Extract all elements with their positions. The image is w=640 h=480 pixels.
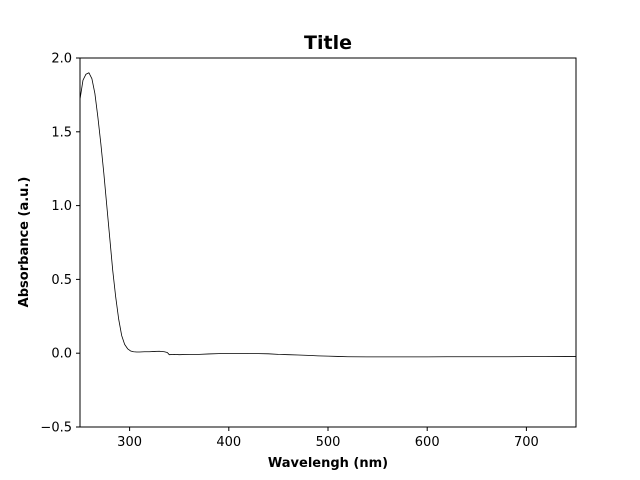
y-axis-label: Absorbance (a.u.) <box>17 177 32 308</box>
y-tick-label: 0.0 <box>51 347 72 362</box>
x-tick-label: 700 <box>514 435 539 450</box>
plot-area <box>79 72 576 358</box>
axes-frame <box>79 57 577 428</box>
y-tick-label: 0.5 <box>51 273 72 288</box>
y-tick-label: 1.0 <box>51 199 72 214</box>
x-tick-label: 500 <box>316 435 341 450</box>
y-tick-label: 1.5 <box>51 125 72 140</box>
x-tick-label: 600 <box>415 435 440 450</box>
x-tick-label: 400 <box>216 435 241 450</box>
series-line <box>79 72 576 358</box>
y-axis: −0.5 0.0 0.5 1.0 1.5 2.0 <box>40 52 80 436</box>
x-axis: 300 400 500 600 700 <box>117 427 539 450</box>
chart-title: Title <box>304 32 352 54</box>
y-tick-label: −0.5 <box>40 421 72 436</box>
x-tick-label: 300 <box>117 435 142 450</box>
y-tick-label: 2.0 <box>51 52 72 67</box>
x-axis-label: Wavelengh (nm) <box>268 456 388 471</box>
